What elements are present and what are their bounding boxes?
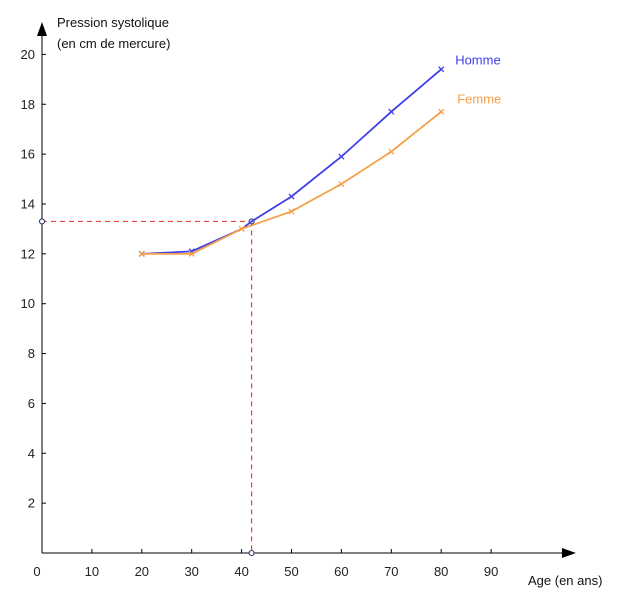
x-tick-label: 90	[484, 564, 498, 579]
data-point-marker	[438, 108, 445, 115]
y-tick-label: 2	[28, 496, 35, 511]
data-point-marker	[188, 250, 195, 257]
x-tick-label: 20	[135, 564, 149, 579]
x-tick-label: 80	[434, 564, 448, 579]
highlight-point	[38, 218, 46, 225]
series-line	[141, 68, 442, 255]
x-axis-arrow	[561, 548, 576, 558]
y-axis-title-line-2: (en cm de mercure)	[57, 36, 170, 51]
data-point-marker	[388, 148, 395, 155]
y-axis-arrow	[37, 21, 47, 36]
origin-label: 0	[33, 564, 40, 579]
series-0: Homme	[138, 52, 501, 257]
y-tick-label: 18	[21, 97, 35, 112]
data-point-marker	[138, 250, 145, 257]
series-1: Femme	[138, 92, 501, 257]
x-axis-title: Age (en ans)	[528, 573, 602, 588]
y-tick-label: 6	[28, 396, 35, 411]
series-line	[141, 111, 442, 255]
x-tick-label: 50	[284, 564, 298, 579]
y-axis-title-line-1: Pression systolique	[57, 15, 169, 30]
y-tick-label: 16	[21, 147, 35, 162]
series-label: Homme	[455, 52, 501, 67]
highlight-point	[248, 549, 255, 557]
reading-guide	[38, 218, 255, 557]
x-tick-label: 70	[384, 564, 398, 579]
y-tick-label: 12	[21, 246, 35, 261]
y-tick-label: 20	[21, 47, 35, 62]
data-point-marker	[438, 66, 445, 73]
data-point-marker	[388, 108, 395, 115]
x-tick-label: 30	[184, 564, 198, 579]
y-tick-label: 10	[21, 296, 35, 311]
y-axis-title: Pression systolique (en cm de mercure)	[57, 15, 173, 51]
data-point-marker	[338, 180, 345, 188]
data-point-marker	[238, 225, 245, 232]
series-label: Femme	[457, 92, 501, 107]
x-tick-label: 40	[234, 564, 248, 579]
y-tick-label: 8	[28, 346, 35, 361]
axis-ticks: 10 20 30 40 50 60 70 80 90 2 4 6 8 10 12 14 16 18 20	[21, 47, 499, 579]
series-group: Homme Femme	[138, 52, 501, 257]
data-point-marker	[338, 153, 345, 160]
y-tick-label: 4	[28, 446, 35, 461]
data-point-marker	[288, 208, 295, 215]
axes	[37, 21, 576, 558]
data-point-marker	[288, 193, 295, 200]
y-tick-label: 14	[21, 196, 35, 211]
x-tick-label: 60	[334, 564, 348, 579]
x-tick-label: 10	[85, 564, 99, 579]
